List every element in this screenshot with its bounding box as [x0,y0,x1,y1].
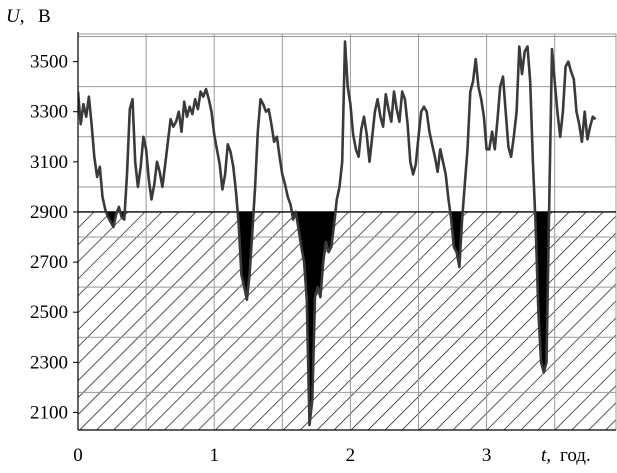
critical-zone-layer [78,211,616,430]
y-tick-label: 2700 [30,252,68,273]
y-axis-unit: В [38,6,51,27]
x-tick-label: 1 [209,445,219,466]
x-tick-label: 2 [346,445,356,466]
y-tick-label: 2300 [30,352,68,373]
x-axis-unit: год. [560,445,591,466]
y-tick-label: 3300 [30,102,68,123]
tick-label-layer: 2100 2300 2500 2700 2900 3100 3300 3500 0 1 2 3 [30,52,491,466]
critical-zone-hatch [78,211,616,430]
x-axis-symbol: t, [541,445,551,466]
axes-layer [77,32,616,431]
y-tick-label: 2500 [30,302,68,323]
voltage-series-line [78,40,597,427]
series-layer [78,40,597,427]
y-tick-label: 2100 [30,402,68,423]
x-tick-label: 0 [73,445,83,466]
y-tick-label: 2900 [30,202,68,223]
y-tick-label: 3100 [30,152,68,173]
y-tick-label: 3500 [30,52,68,73]
x-tick-label: 3 [482,445,492,466]
y-axis-symbol: U, [6,6,24,27]
